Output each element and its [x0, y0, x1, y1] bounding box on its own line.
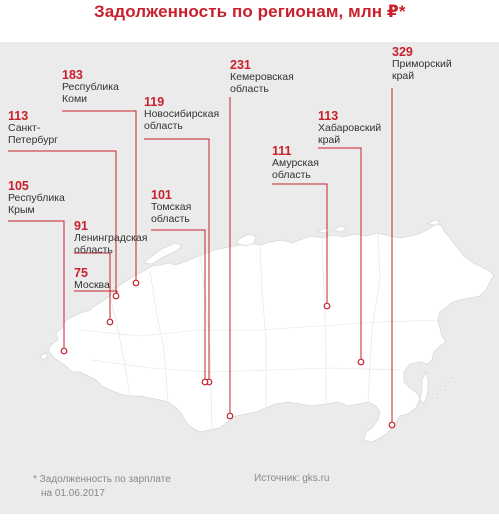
label-amur: 111 Амурская область — [272, 144, 319, 181]
label-kemerovo: 231 Кемеровская область — [230, 58, 294, 95]
value-moscow: 75 — [74, 266, 88, 280]
severnaya-zemlya-island — [235, 233, 257, 247]
kuril-islands — [430, 377, 455, 399]
footnote: * Задолженность по зарплате на 01.06.201… — [33, 473, 171, 501]
novaya-zemlya-island — [143, 242, 183, 265]
name-komi: Республика Коми — [62, 81, 119, 105]
name-novosibirsk: Новосибирская область — [144, 108, 220, 132]
leader-line-novosibirsk — [144, 138, 210, 382]
russia-landmass — [47, 223, 495, 443]
name-tomsk: Томская область — [151, 201, 192, 225]
name-leningrad: Ленинградская область — [74, 232, 148, 256]
label-primorsky: 329 Приморский край — [392, 45, 452, 82]
value-leningrad: 91 — [74, 219, 88, 233]
leader-line-tomsk — [151, 229, 206, 382]
name-crimea: Республика Крым — [8, 192, 65, 216]
label-khabarovsk: 113 Хабаровский край — [318, 109, 381, 146]
value-amur: 111 — [272, 144, 292, 158]
leader-lines — [8, 88, 393, 425]
kaliningrad-exclave — [39, 352, 49, 361]
name-khabarovsk: Хабаровский край — [318, 122, 382, 146]
bottom-strip — [0, 514, 499, 523]
label-leningrad: 91 Ленинградская область — [74, 219, 147, 256]
wrangel-island — [426, 219, 441, 226]
leader-line-leningrad — [74, 252, 111, 322]
value-khabarovsk: 113 — [318, 109, 339, 123]
name-primorsky: Приморский край — [392, 58, 452, 82]
marker-spb — [112, 292, 120, 300]
marker-tomsk — [201, 378, 209, 386]
name-amur: Амурская область — [272, 157, 319, 181]
value-primorsky: 329 — [392, 45, 413, 59]
value-tomsk: 101 — [151, 188, 172, 202]
marker-khabarovsk — [357, 358, 365, 366]
label-crimea: 105 Республика Крым — [8, 179, 65, 216]
value-crimea: 105 — [8, 179, 29, 193]
name-moscow: Москва — [74, 279, 110, 291]
leader-line-khabarovsk — [318, 147, 362, 362]
leader-line-amur — [272, 183, 328, 306]
leader-line-komi — [62, 110, 137, 283]
value-novosibirsk: 119 — [144, 95, 165, 109]
leader-line-spb — [8, 150, 117, 296]
footnote-line-2: на 01.06.2017 — [41, 488, 105, 499]
marker-amur — [323, 302, 331, 310]
marker-leningrad — [106, 318, 114, 326]
label-tomsk: 101 Томская область — [151, 188, 191, 225]
label-komi: 183 Республика Коми — [62, 68, 119, 105]
leader-line-crimea — [8, 220, 65, 351]
value-komi: 183 — [62, 68, 83, 82]
region-markers — [60, 279, 396, 429]
value-spb: 113 — [8, 109, 29, 123]
new-siberian-islands — [316, 225, 347, 234]
label-moscow: 75 Москва — [74, 266, 110, 292]
label-spb: 113 Санкт- Петербург — [8, 109, 58, 146]
marker-kemerovo — [226, 412, 234, 420]
marker-crimea — [60, 347, 68, 355]
label-novosibirsk: 119 Новосибирская область — [144, 95, 219, 132]
marker-komi — [132, 279, 140, 287]
footnote-line-1: * Задолженность по зарплате — [33, 474, 171, 485]
region-borders — [79, 232, 441, 431]
marker-primorsky — [388, 421, 396, 429]
sakhalin-island — [419, 370, 429, 405]
name-kemerovo: Кемеровская область — [230, 71, 294, 95]
source-credit: Источник: gks.ru — [254, 473, 330, 484]
page-title: Задолженность по регионам, млн ₽* — [94, 2, 406, 21]
name-spb: Санкт- Петербург — [8, 122, 58, 146]
value-kemerovo: 231 — [230, 58, 251, 72]
